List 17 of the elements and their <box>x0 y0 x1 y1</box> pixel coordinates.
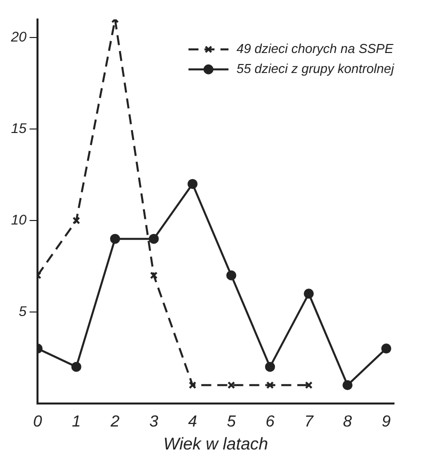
x-tick-label: 7 <box>304 413 314 430</box>
y-tick-label: 5 <box>18 302 27 319</box>
x-tick-label: 5 <box>226 413 236 430</box>
legend-label: 55 dzieci z grupy kontrolnej <box>236 61 396 76</box>
y-tick-label: 15 <box>10 120 27 136</box>
x-tick-label: 1 <box>72 413 81 430</box>
x-tick-label: 3 <box>149 413 158 430</box>
legend-label: 49 dzieci chorych na SSPE <box>236 41 394 56</box>
x-tick-label: 0 <box>33 413 42 430</box>
x-tick-label: 4 <box>188 413 198 430</box>
x-tick-label: 8 <box>343 413 352 430</box>
x-tick-label: 9 <box>382 413 391 430</box>
y-tick-label: 10 <box>10 211 27 228</box>
x-axis-title: Wiek w latach <box>163 434 268 454</box>
y-tick-label: 20 <box>10 28 27 45</box>
x-tick-label: 6 <box>266 413 275 430</box>
x-tick-label: 2 <box>110 413 120 430</box>
